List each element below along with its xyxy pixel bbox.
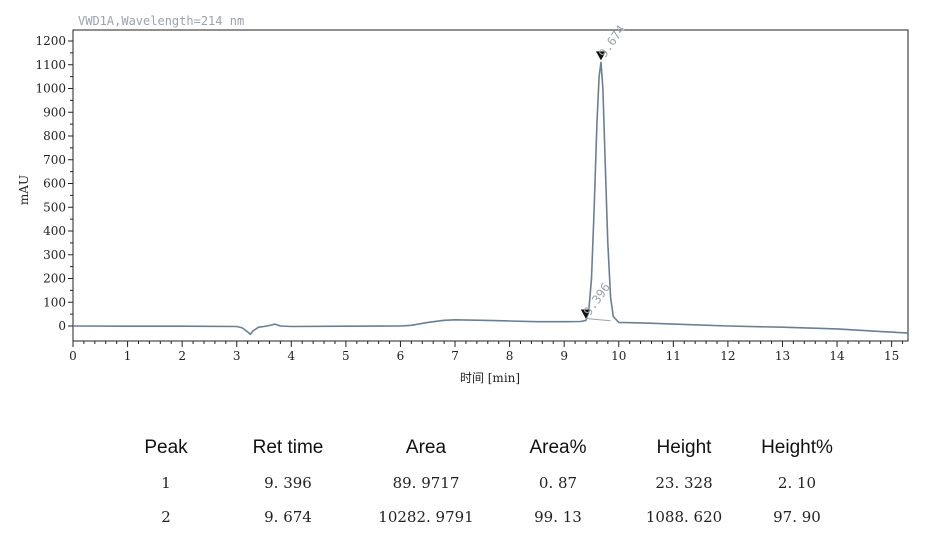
peak-markers: 9.396 9.674 — [580, 22, 628, 322]
x-tick-label: 7 — [451, 349, 459, 363]
x-tick-label: 4 — [287, 349, 295, 363]
y-axis: 0 100 200 300 400 500 600 700 800 900 1000 1100 1200 — [35, 34, 73, 333]
x-tick-label: 5 — [342, 349, 350, 363]
table-row: 2 9. 674 10282. 9791 99. 13 1088. 620 97… — [118, 500, 852, 534]
x-tick-label: 9 — [560, 349, 568, 363]
cell-area-pct: 99. 13 — [534, 508, 582, 526]
x-axis-title: 时间 [min] — [460, 371, 520, 385]
x-axis: 0 1 2 3 4 5 6 7 8 9 10 11 12 13 14 15 — [69, 341, 904, 363]
y-tick-label: 800 — [43, 129, 66, 143]
y-tick-label: 0 — [58, 319, 66, 333]
peak-label: 9.396 — [581, 281, 613, 319]
cell-area: 89. 9717 — [392, 474, 460, 492]
x-tick-label: 13 — [775, 349, 790, 363]
peak-marker — [595, 51, 606, 61]
series-group — [72, 61, 909, 336]
table-row: 1 9. 396 89. 9717 0. 87 23. 328 2. 10 — [118, 466, 852, 500]
x-tick-label: 6 — [397, 349, 405, 363]
y-tick-label: 100 — [43, 295, 66, 309]
y-tick-label: 1100 — [35, 58, 66, 72]
x-tick-label: 2 — [178, 349, 186, 363]
col-header-area-pct: Area% — [529, 437, 587, 458]
x-tick-label: 14 — [829, 349, 845, 363]
y-tick-label: 200 — [43, 272, 66, 286]
y-tick-label: 300 — [43, 248, 66, 262]
cell-area: 10282. 9791 — [378, 508, 474, 526]
x-tick-label: 10 — [611, 349, 626, 363]
cell-height: 23. 328 — [655, 474, 713, 492]
plot-frame — [72, 29, 909, 342]
detector-label: VWD1A,Wavelength=214 nm — [78, 14, 244, 28]
cell-area-pct: 0. 87 — [538, 474, 578, 492]
peak-label: 9.674 — [596, 22, 628, 60]
x-tick-label: 8 — [506, 349, 514, 363]
y-tick-label: 1200 — [35, 34, 66, 48]
col-header-height: Height — [656, 437, 712, 458]
cell-peak: 1 — [161, 474, 171, 492]
x-tick-label: 11 — [666, 349, 681, 363]
peak-marker — [580, 309, 591, 319]
peak-table: Peak Ret time Area Area% Height Height% … — [118, 430, 852, 534]
chromatogram-chart: VWD1A,Wavelength=214 nm 0100200300400500… — [17, 14, 909, 385]
cell-ret-time: 9. 674 — [264, 508, 312, 526]
y-tick-label: 700 — [43, 153, 66, 167]
cell-height: 1088. 620 — [645, 508, 723, 526]
col-header-ret-time: Ret time — [252, 437, 324, 458]
x-tick-label: 1 — [124, 349, 132, 363]
x-tick-label: 3 — [233, 349, 241, 363]
chromatogram-trace — [72, 61, 909, 336]
y-tick-label: 1000 — [35, 82, 66, 96]
peak-baseline — [585, 317, 611, 322]
table-header-row: Peak Ret time Area Area% Height Height% — [118, 430, 852, 466]
x-tick-label: 12 — [720, 349, 735, 363]
x-tick-label: 0 — [69, 349, 77, 363]
cell-height-pct: 2. 10 — [777, 474, 817, 492]
x-tick-label: 15 — [884, 349, 899, 363]
cell-height-pct: 97. 90 — [773, 508, 821, 526]
cell-ret-time: 9. 396 — [264, 474, 312, 492]
y-tick-label: 400 — [43, 224, 66, 238]
cell-peak: 2 — [161, 508, 171, 526]
y-axis-title: mAU — [17, 175, 31, 205]
col-header-height-pct: Height% — [761, 437, 833, 458]
col-header-peak: Peak — [144, 437, 188, 458]
y-tick-label: 600 — [43, 177, 66, 191]
y-tick-label: 900 — [43, 105, 66, 119]
col-header-area: Area — [405, 437, 447, 458]
y-tick-label: 500 — [43, 200, 66, 214]
